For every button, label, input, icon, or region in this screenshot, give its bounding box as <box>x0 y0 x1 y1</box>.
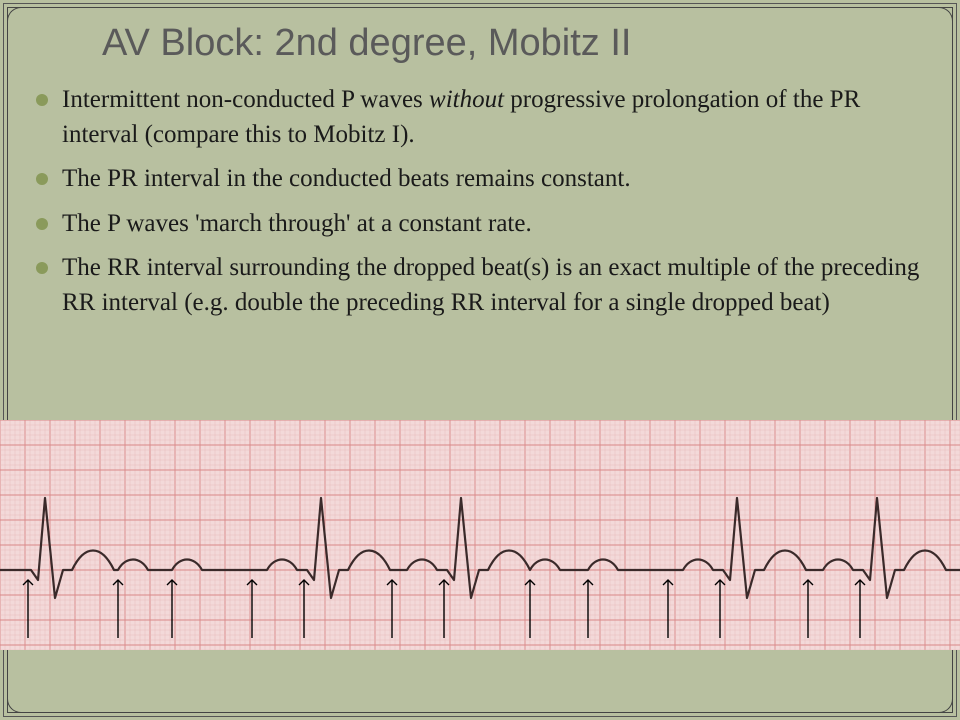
ecg-strip <box>0 420 960 650</box>
bullet-item: The P waves 'march through' at a constan… <box>32 207 924 242</box>
corner-decoration <box>939 699 953 713</box>
bullet-text-italic: without <box>429 86 504 113</box>
bullet-item: Intermittent non-conducted P waves witho… <box>32 83 924 152</box>
bullet-text: Intermittent non-conducted P waves <box>62 86 429 113</box>
ecg-svg <box>0 420 960 650</box>
bullet-item: The RR interval surrounding the dropped … <box>32 251 924 320</box>
bullet-text: The RR interval surrounding the dropped … <box>62 254 919 316</box>
bullet-text: The P waves 'march through' at a constan… <box>62 210 532 237</box>
bullet-item: The PR interval in the conducted beats r… <box>32 162 924 197</box>
corner-decoration <box>7 699 21 713</box>
corner-decoration <box>939 7 953 21</box>
bullet-text: The PR interval in the conducted beats r… <box>62 165 631 192</box>
corner-decoration <box>7 7 21 21</box>
